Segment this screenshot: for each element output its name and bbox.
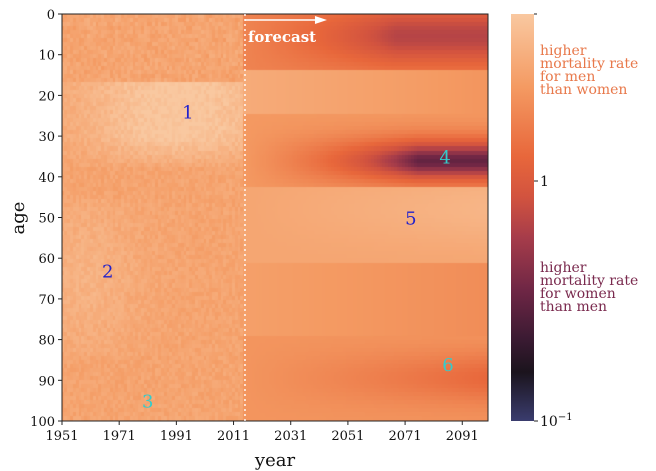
y-axis: 0 10 20 30 40 50 60 70 80 90 100	[30, 8, 62, 430]
region-labels: 1 2 3 4 5 6	[102, 103, 454, 413]
y-axis-title: age	[8, 202, 29, 235]
x-tick-label: 2071	[389, 429, 422, 444]
forecast-label: forecast	[248, 28, 316, 46]
y-tick-label: 0	[47, 8, 55, 23]
x-tick-label: 1991	[160, 429, 193, 444]
colorbar-annotation-line: higher	[540, 260, 587, 276]
colorbar-annotation-line: mortality rate	[540, 273, 638, 289]
y-tick-label: 30	[38, 130, 55, 145]
y-tick-label: 60	[38, 252, 55, 267]
region-label-5: 5	[405, 209, 416, 230]
colorbar-annotation-line: higher	[540, 43, 587, 59]
y-tick-label: 70	[38, 293, 55, 308]
y-tick-label: 100	[30, 415, 55, 430]
y-tick-label: 20	[38, 89, 55, 104]
x-tick-label: 1951	[45, 429, 78, 444]
y-tick-label: 80	[38, 334, 55, 349]
colorbar-annotation-line: mortality rate	[540, 56, 638, 72]
y-tick-label: 50	[38, 212, 55, 227]
x-tick-label: 1971	[103, 429, 136, 444]
x-tick-label: 2031	[274, 429, 307, 444]
x-axis-title: year	[254, 450, 296, 471]
y-tick-label: 90	[38, 374, 55, 389]
colorbar	[511, 14, 534, 421]
colorbar-annotation-line: than women	[540, 82, 627, 98]
colorbar-label-0.1: 10−1	[540, 412, 573, 430]
x-axis: 1951 1971 1991 2011 2031 2051 2071 2091	[45, 421, 479, 444]
region-label-3: 3	[142, 392, 153, 413]
region-label-1: 1	[182, 103, 193, 124]
colorbar-annotation-line: for women	[540, 286, 616, 302]
colorbar-annotation-line: for men	[540, 69, 595, 85]
x-tick-label: 2011	[217, 429, 250, 444]
heatmap-canvas	[62, 14, 488, 421]
region-label-6: 6	[442, 355, 453, 376]
colorbar-annotation-line: than men	[540, 299, 607, 315]
y-tick-label: 40	[38, 171, 55, 186]
region-label-2: 2	[102, 261, 113, 282]
forecast-arrow-head	[314, 16, 327, 24]
x-tick-label: 2051	[331, 429, 364, 444]
heatmap-area	[62, 14, 488, 421]
region-label-4: 4	[439, 147, 450, 168]
x-tick-label: 2091	[446, 429, 479, 444]
colorbar-label-1: 1	[540, 174, 549, 190]
y-tick-label: 10	[38, 49, 55, 64]
